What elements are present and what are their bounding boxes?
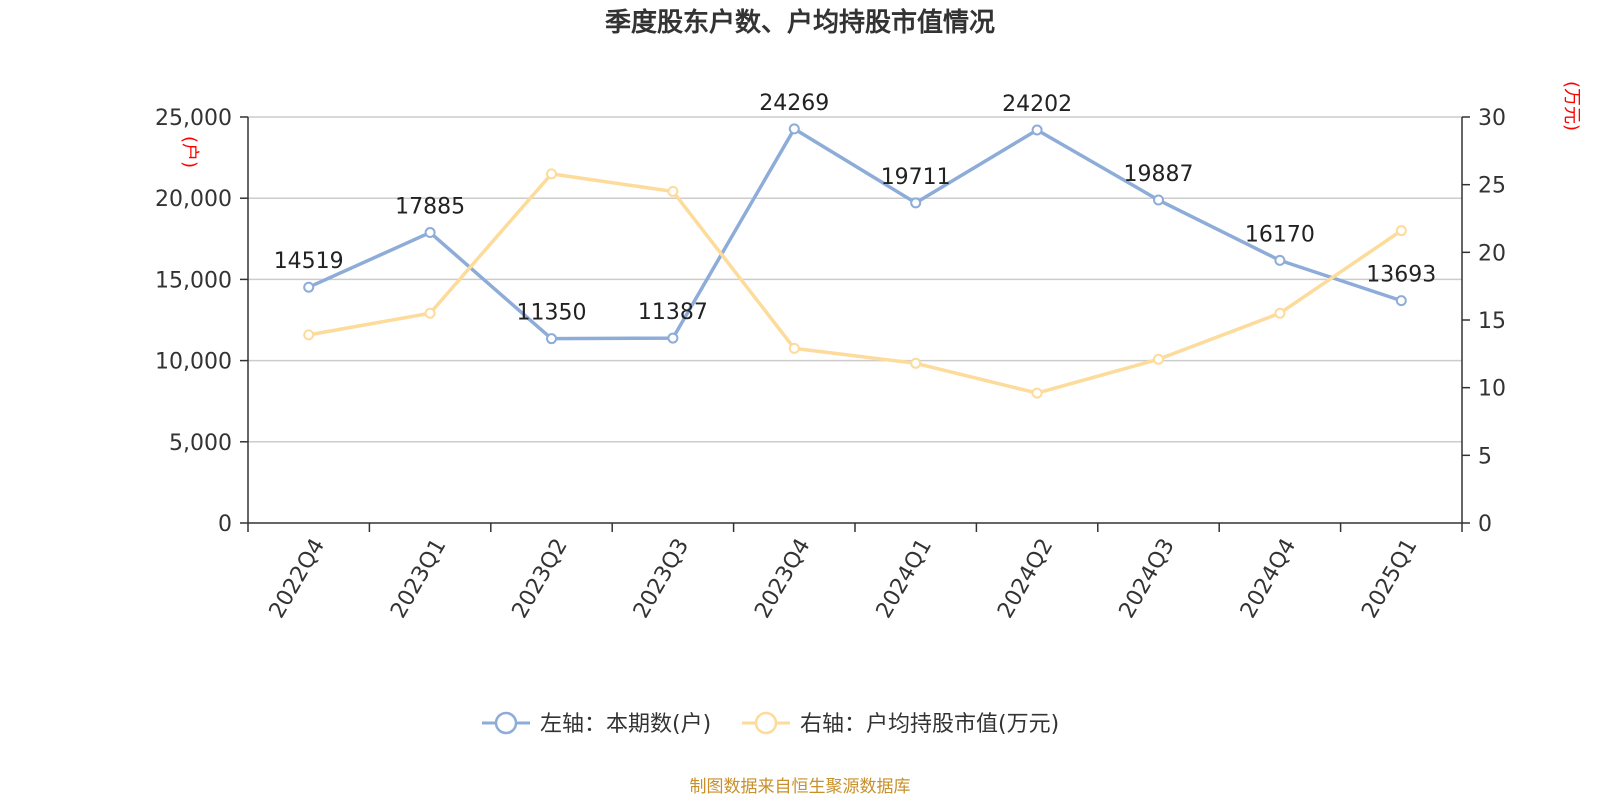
- series-1-point: [1274, 254, 1286, 266]
- legend: 左轴：本期数(户) 右轴：户均持股市值(万元): [482, 711, 1059, 737]
- series-2-point: [1274, 307, 1286, 319]
- legend-marker-2: [754, 711, 778, 735]
- series-2-point: [1153, 353, 1164, 365]
- data-label: 13693: [1366, 263, 1436, 288]
- legend-label-1: 左轴：本期数(户): [540, 712, 711, 737]
- series-line-1: [307, 127, 1402, 341]
- data-label: 11387: [638, 300, 708, 325]
- right-axis-tick-label: 20: [1478, 241, 1506, 266]
- series-2-point: [667, 185, 679, 197]
- data-label: 19887: [1124, 162, 1194, 187]
- x-axis-tick-label: 2023Q1: [386, 535, 451, 623]
- x-axis-tick-label: 2024Q3: [1115, 535, 1180, 623]
- x-axis-tick-label: 2023Q4: [750, 535, 815, 623]
- left-axis-tick-label: 0: [218, 512, 232, 537]
- right-axis-tick-label: 30: [1478, 106, 1506, 131]
- series-1-point: [910, 197, 922, 209]
- series-1-point: [546, 333, 557, 345]
- series-2-point: [1031, 387, 1043, 399]
- series-1-point: [303, 281, 315, 293]
- data-label: 24269: [759, 91, 829, 116]
- series-1-point: [788, 123, 800, 135]
- series-1-point: [1153, 194, 1164, 206]
- left-axis-tick-label: 10,000: [155, 350, 232, 375]
- series-2-point: [1395, 225, 1407, 237]
- gridlines: [248, 116, 1462, 443]
- x-axis-tick-label: 2024Q4: [1236, 535, 1301, 623]
- left-axis-tick-label: 5,000: [169, 431, 232, 456]
- right-axis-tick-label: 5: [1478, 444, 1492, 469]
- chart-title: 季度股东户数、户均持股市值情况: [605, 7, 995, 38]
- data-label: 17885: [395, 195, 465, 220]
- x-axis-tick-label: 2023Q2: [508, 535, 573, 623]
- legend-label-2: 右轴：户均持股市值(万元): [800, 712, 1059, 737]
- series-2-point: [424, 307, 436, 319]
- series-2-point: [303, 329, 315, 341]
- x-axis-tick-label: 2022Q4: [265, 535, 330, 623]
- series-1-point: [1395, 295, 1407, 307]
- series-2-point: [910, 357, 922, 369]
- data-label: 16170: [1245, 222, 1315, 247]
- series-2-point: [546, 168, 557, 180]
- right-axis-tick-label: 25: [1478, 174, 1506, 199]
- x-axis-tick-label: 2024Q1: [872, 535, 937, 623]
- right-axis-tick-label: 10: [1478, 377, 1506, 402]
- data-label: 24202: [1002, 92, 1072, 117]
- axes: 05,00010,00015,00020,00025,0000510152025…: [155, 106, 1506, 623]
- x-axis-tick-label: 2024Q2: [993, 535, 1058, 623]
- left-axis-unit: (户): [179, 136, 200, 168]
- source-note: 制图数据来自恒生聚源数据库: [690, 777, 911, 797]
- x-axis-tick-label: 2023Q3: [629, 535, 694, 623]
- data-label: 14519: [274, 249, 344, 274]
- series-group: 14519 17885 11350 11387 24269 19711 24202 19887…: [274, 91, 1436, 399]
- series-1-point: [1031, 124, 1043, 136]
- left-axis-tick-label: 20,000: [155, 187, 232, 212]
- left-axis-tick-label: 25,000: [155, 106, 232, 131]
- series-2-point: [788, 342, 800, 354]
- data-label: 11350: [517, 301, 587, 326]
- legend-marker-1: [494, 711, 518, 735]
- right-axis-unit: (万元): [1561, 81, 1582, 131]
- right-axis-tick-label: 0: [1478, 512, 1492, 537]
- data-label: 19711: [881, 165, 951, 190]
- left-axis-tick-label: 15,000: [155, 268, 232, 293]
- right-axis-tick-label: 15: [1478, 309, 1506, 334]
- x-axis-tick-label: 2025Q1: [1357, 535, 1422, 623]
- series-1-point: [424, 227, 436, 239]
- series-line-2: [308, 172, 1403, 395]
- series-1-point: [667, 332, 679, 344]
